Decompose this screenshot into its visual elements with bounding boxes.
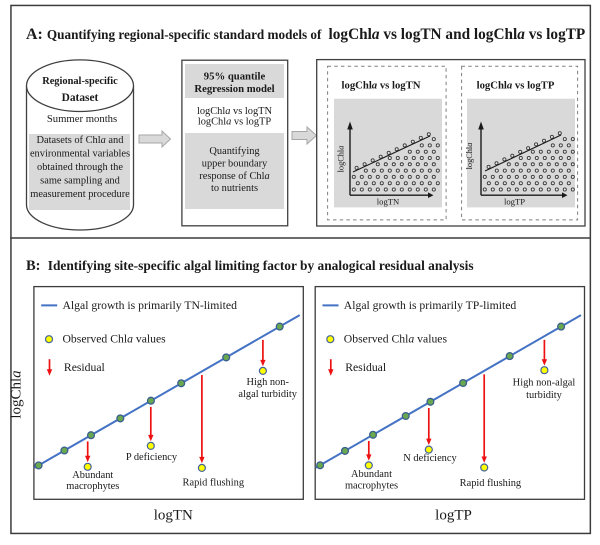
svg-text:Dataset: Dataset (62, 92, 99, 104)
svg-text:Summer months: Summer months (47, 113, 117, 125)
svg-text:Abundant: Abundant (72, 470, 113, 481)
svg-text:Residual: Residual (64, 361, 106, 374)
svg-text:logTP: logTP (435, 508, 472, 524)
svg-text:algal turbidity: algal turbidity (238, 389, 297, 400)
svg-text:logChla: logChla (337, 146, 346, 173)
svg-text:B: Identifying site-specific: B: Identifying site-specific algal limit… (26, 258, 474, 274)
svg-text:Algal growth is primarily TP-l: Algal growth is primarily TP-limited (344, 299, 517, 312)
svg-text:same sampling and: same sampling and (40, 176, 120, 187)
svg-text:A: Quantifying regional-specif: A: Quantifying regional-specific standar… (26, 26, 585, 43)
svg-text:logChla vs logTP: logChla vs logTP (198, 116, 272, 127)
svg-text:logChla vs logTN: logChla vs logTN (342, 80, 421, 92)
svg-text:response of Chla: response of Chla (199, 171, 269, 182)
svg-text:macrophytes: macrophytes (345, 481, 398, 492)
svg-text:logTN: logTN (154, 507, 193, 523)
svg-text:environmental variables: environmental variables (30, 149, 130, 160)
svg-text:N deficiency: N deficiency (403, 453, 457, 464)
svg-text:logChla: logChla (9, 370, 25, 418)
svg-text:95% quantile: 95% quantile (204, 71, 266, 83)
svg-text:Rapid flushing: Rapid flushing (460, 478, 521, 489)
svg-text:turbidity: turbidity (526, 390, 563, 401)
svg-text:High non-algal: High non-algal (513, 377, 576, 388)
svg-text:Datasets of Chla and: Datasets of Chla and (37, 135, 125, 146)
svg-text:Observed Chla values: Observed Chla values (63, 332, 167, 345)
svg-text:Algal growth is primarily TN-l: Algal growth is primarily TN-limited (63, 299, 238, 312)
svg-text:Abundant: Abundant (351, 469, 392, 480)
svg-text:Quantifying: Quantifying (209, 146, 259, 157)
svg-text:logTN: logTN (377, 197, 400, 207)
svg-text:High non-: High non- (246, 377, 289, 388)
svg-text:to nutrients: to nutrients (211, 183, 258, 194)
svg-text:Observed Chla values: Observed Chla values (344, 332, 448, 345)
svg-text:logChla vs logTP: logChla vs logTP (477, 80, 555, 92)
svg-text:logTP: logTP (504, 197, 525, 207)
svg-text:obtained through the: obtained through the (37, 162, 123, 173)
svg-text:Regional-specific: Regional-specific (42, 76, 118, 87)
svg-text:upper boundary: upper boundary (202, 158, 268, 169)
svg-text:logChla: logChla (465, 143, 474, 170)
svg-text:logChla vs logTN: logChla vs logTN (197, 106, 273, 117)
svg-text:Regression model: Regression model (194, 83, 274, 95)
svg-text:P deficiency: P deficiency (126, 452, 178, 463)
svg-text:measurement procedure: measurement procedure (30, 189, 130, 200)
svg-text:Rapid flushing: Rapid flushing (183, 478, 244, 489)
svg-text:macrophytes: macrophytes (66, 481, 119, 492)
svg-text:Residual: Residual (345, 361, 387, 374)
